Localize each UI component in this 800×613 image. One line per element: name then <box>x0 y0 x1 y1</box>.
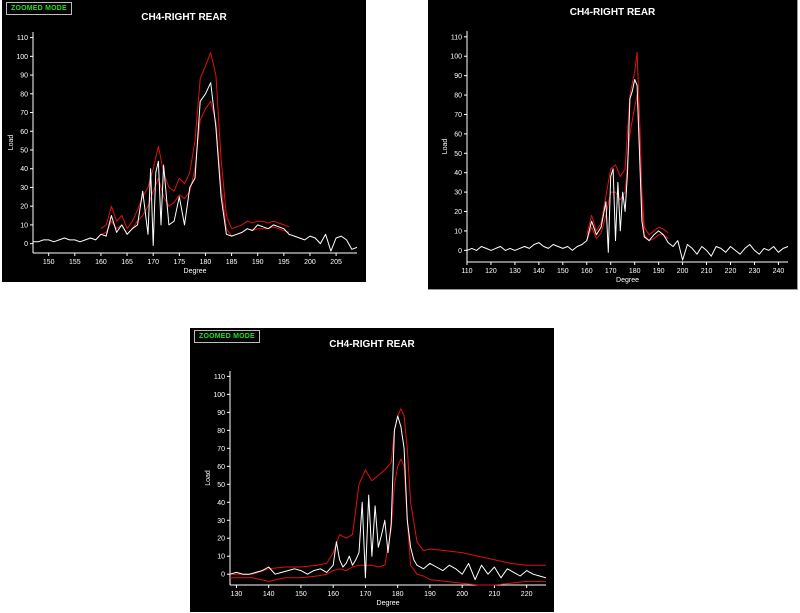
y-tick-label: 100 <box>16 54 28 61</box>
y-tick-label: 0 <box>24 241 28 248</box>
lower-limit-line <box>100 100 290 237</box>
x-tick-label: 160 <box>581 268 593 275</box>
chart-title: CH4-RIGHT REAR <box>141 12 227 23</box>
y-tick-label: 90 <box>217 410 225 417</box>
y-tick-label: 90 <box>20 73 28 80</box>
measured-line <box>466 79 789 261</box>
y-tick-label: 10 <box>454 228 462 235</box>
x-tick-label: 190 <box>653 268 665 275</box>
upper-limit-line <box>100 52 290 230</box>
x-tick-label: 140 <box>263 591 275 598</box>
zoomed-mode-badge: ZOOMED MODE <box>194 330 260 343</box>
zoomed-mode-badge: ZOOMED MODE <box>6 2 72 15</box>
y-tick-label: 40 <box>217 500 225 507</box>
x-tick-label: 220 <box>521 591 533 598</box>
y-tick-label: 90 <box>454 73 462 80</box>
x-tick-label: 180 <box>392 591 404 598</box>
y-tick-label: 50 <box>20 147 28 154</box>
x-tick-label: 150 <box>295 591 307 598</box>
y-tick-label: 50 <box>454 151 462 158</box>
x-tick-label: 160 <box>327 591 339 598</box>
chart-panel-3: ZOOMED MODE CH4-RIGHT REAR 0 10 20 30 40 50 60 7… <box>190 328 554 612</box>
y-tick-label: 20 <box>217 536 225 543</box>
chart-panel-2: CH4-RIGHT REAR 0 10 20 30 40 50 60 70 80 90 100 110 1… <box>428 0 798 290</box>
y-tick-label: 80 <box>20 91 28 98</box>
y-tick-label: 10 <box>20 222 28 229</box>
y-tick-label: 30 <box>20 185 28 192</box>
y-tick-label: 0 <box>221 572 225 579</box>
y-tick-label: 20 <box>454 209 462 216</box>
x-tick-label: 185 <box>226 259 238 266</box>
chart-title: CH4-RIGHT REAR <box>329 339 415 350</box>
x-tick-label: 205 <box>330 259 342 266</box>
x-tick-label: 120 <box>485 268 497 275</box>
x-tick-label: 110 <box>461 268 472 275</box>
y-tick-label: 60 <box>454 131 462 138</box>
x-tick-label: 240 <box>773 268 785 275</box>
x-tick-label: 190 <box>252 259 264 266</box>
x-tick-label: 210 <box>489 591 501 598</box>
x-tick-label: 150 <box>557 268 569 275</box>
x-tick-label: 180 <box>200 259 212 266</box>
y-axis-label: Load <box>442 139 449 155</box>
y-axis-label: Load <box>205 470 212 486</box>
y-tick-label: 40 <box>454 170 462 177</box>
x-tick-label: 130 <box>509 268 521 275</box>
lower-limit-line <box>586 94 669 242</box>
x-tick-label: 220 <box>725 268 737 275</box>
y-tick-label: 110 <box>214 374 225 381</box>
y-tick-label: 70 <box>217 446 225 453</box>
chart-3-plot: CH4-RIGHT REAR 0 10 20 30 40 50 60 70 80 90 100 110 1… <box>205 339 547 607</box>
y-tick-label: 30 <box>217 518 225 525</box>
y-tick-label: 80 <box>217 428 225 435</box>
upper-limit-line <box>230 408 546 575</box>
x-tick-label: 160 <box>95 259 107 266</box>
measured-line <box>33 82 358 252</box>
y-tick-label: 100 <box>213 392 225 399</box>
lower-limit-line <box>230 458 546 586</box>
x-tick-label: 210 <box>701 268 713 275</box>
y-tick-label: 0 <box>458 248 462 255</box>
x-tick-label: 190 <box>424 591 436 598</box>
x-tick-label: 155 <box>69 259 81 266</box>
x-axis-label: Degree <box>184 268 207 275</box>
x-tick-label: 130 <box>231 591 243 598</box>
x-tick-label: 170 <box>605 268 617 275</box>
y-tick-label: 30 <box>454 190 462 197</box>
y-tick-label: 110 <box>17 35 28 42</box>
y-tick-label: 70 <box>454 112 462 119</box>
x-tick-label: 165 <box>121 259 133 266</box>
x-tick-label: 180 <box>629 268 641 275</box>
y-tick-label: 80 <box>454 93 462 100</box>
x-tick-label: 230 <box>749 268 761 275</box>
chart-title: CH4-RIGHT REAR <box>570 7 656 18</box>
x-tick-label: 200 <box>677 268 689 275</box>
y-tick-label: 110 <box>451 34 462 41</box>
x-tick-label: 195 <box>278 259 290 266</box>
chart-1-plot: CH4-RIGHT REAR 0 10 20 30 40 50 60 70 80 90 100 110 1… <box>8 12 358 275</box>
x-axis-label: Degree <box>377 600 400 607</box>
x-tick-label: 140 <box>533 268 545 275</box>
chart-panel-1: ZOOMED MODE CH4-RIGHT REAR 0 10 20 30 40 50 60 7… <box>2 0 366 282</box>
y-tick-label: 10 <box>217 554 225 561</box>
x-tick-label: 175 <box>173 259 185 266</box>
x-tick-label: 150 <box>43 259 55 266</box>
y-axis-label: Load <box>8 135 15 151</box>
x-tick-label: 200 <box>456 591 468 598</box>
x-axis-label: Degree <box>616 277 639 284</box>
y-tick-label: 40 <box>20 166 28 173</box>
y-tick-label: 20 <box>20 204 28 211</box>
y-tick-label: 70 <box>20 110 28 117</box>
chart-2-plot: CH4-RIGHT REAR 0 10 20 30 40 50 60 70 80 90 100 110 1… <box>442 7 789 284</box>
y-tick-label: 50 <box>217 482 225 489</box>
upper-limit-line <box>586 51 669 236</box>
measured-line <box>229 415 547 581</box>
x-tick-label: 200 <box>304 259 316 266</box>
x-tick-label: 170 <box>147 259 159 266</box>
x-tick-label: 170 <box>360 591 372 598</box>
y-tick-label: 60 <box>20 129 28 136</box>
y-tick-label: 60 <box>217 464 225 471</box>
y-tick-label: 100 <box>450 54 462 61</box>
